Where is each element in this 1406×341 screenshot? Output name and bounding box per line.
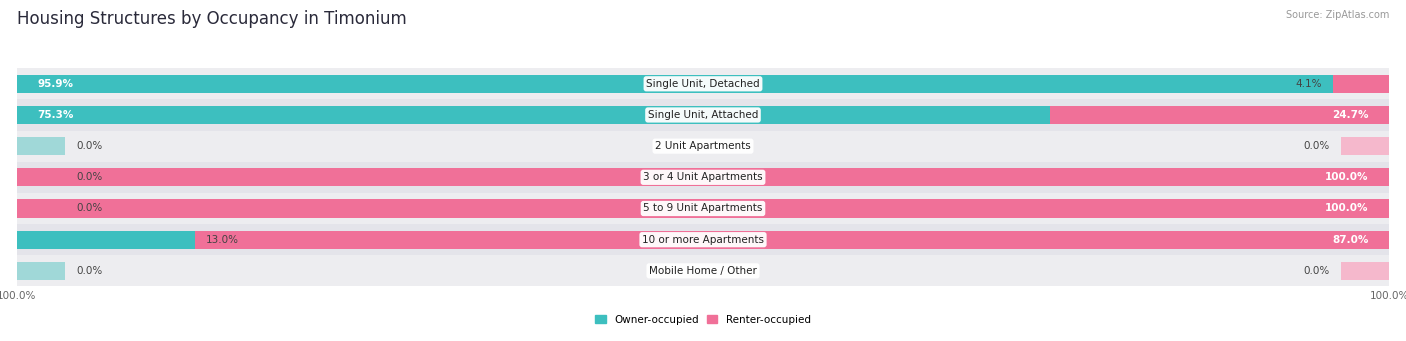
Legend: Owner-occupied, Renter-occupied: Owner-occupied, Renter-occupied [591,311,815,329]
Text: 100.0%: 100.0% [1324,204,1368,213]
Text: 0.0%: 0.0% [76,204,103,213]
Text: 95.9%: 95.9% [38,79,73,89]
Text: 0.0%: 0.0% [76,172,103,182]
Text: 4.1%: 4.1% [1295,79,1322,89]
Bar [17,168,1389,187]
Bar [17,224,1389,255]
Text: 87.0%: 87.0% [1331,235,1368,245]
Bar [17,106,1050,124]
Text: 10 or more Apartments: 10 or more Apartments [643,235,763,245]
Bar [17,75,1333,93]
Text: 75.3%: 75.3% [38,110,75,120]
Text: 5 to 9 Unit Apartments: 5 to 9 Unit Apartments [644,204,762,213]
Text: 100.0%: 100.0% [1324,172,1368,182]
Bar [17,199,1389,218]
Text: 0.0%: 0.0% [76,141,103,151]
Bar [17,262,65,280]
Bar [1050,106,1389,124]
Bar [17,193,1389,224]
Text: 3 or 4 Unit Apartments: 3 or 4 Unit Apartments [643,172,763,182]
Bar [1341,262,1389,280]
Bar [1341,137,1389,155]
Text: 0.0%: 0.0% [1303,266,1330,276]
Text: Single Unit, Detached: Single Unit, Detached [647,79,759,89]
Bar [17,137,65,155]
Bar [195,231,1389,249]
Text: 2 Unit Apartments: 2 Unit Apartments [655,141,751,151]
Bar [17,231,195,249]
Bar [17,168,65,187]
Text: Housing Structures by Occupancy in Timonium: Housing Structures by Occupancy in Timon… [17,10,406,28]
Text: 0.0%: 0.0% [1303,141,1330,151]
Bar [17,99,1389,131]
Text: Single Unit, Attached: Single Unit, Attached [648,110,758,120]
Text: Mobile Home / Other: Mobile Home / Other [650,266,756,276]
Bar [17,162,1389,193]
Bar [17,131,1389,162]
Bar [17,255,1389,286]
Bar [17,68,1389,99]
Text: Source: ZipAtlas.com: Source: ZipAtlas.com [1285,10,1389,20]
Text: 13.0%: 13.0% [207,235,239,245]
Bar [17,199,65,218]
Text: 0.0%: 0.0% [76,266,103,276]
Bar [1333,75,1389,93]
Text: 24.7%: 24.7% [1331,110,1368,120]
